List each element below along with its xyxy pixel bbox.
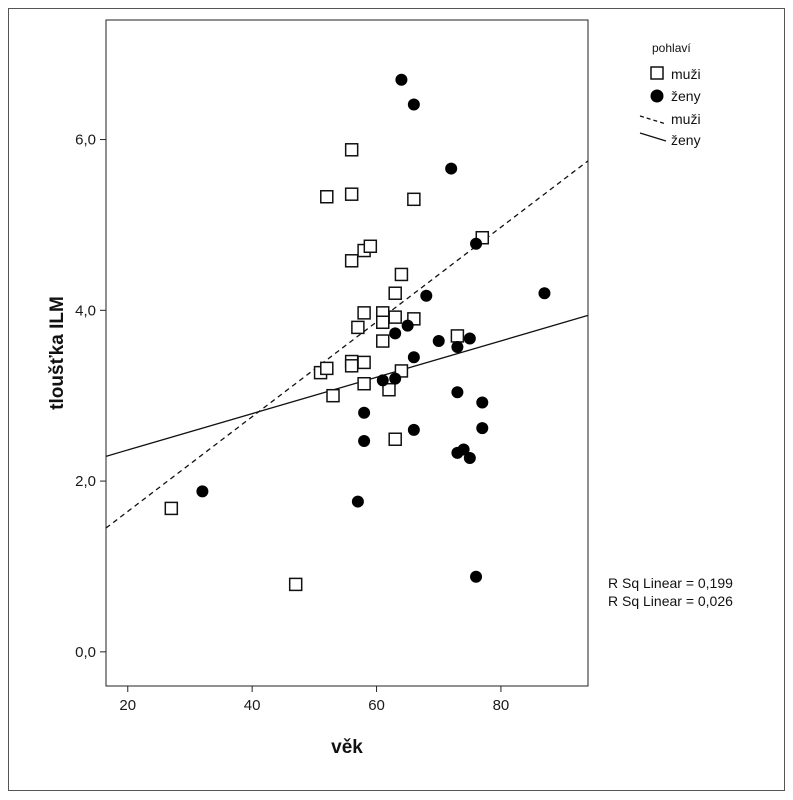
plot-area bbox=[105, 19, 589, 687]
point-zeny bbox=[358, 406, 371, 419]
legend-title: pohlaví bbox=[652, 41, 691, 55]
point-muzi bbox=[344, 143, 359, 157]
point-muzi bbox=[388, 310, 402, 324]
point-zeny bbox=[451, 386, 464, 399]
point-muzi bbox=[376, 315, 390, 330]
x-axis: 20 40 60 80 bbox=[119, 686, 509, 714]
point-zeny bbox=[470, 570, 483, 583]
y-axis-title: tloušťka ILM bbox=[47, 296, 68, 410]
point-zeny bbox=[196, 485, 209, 498]
x-tick-label: 20 bbox=[119, 697, 136, 714]
r-squared-annotation-1: R Sq Linear = 0,199 bbox=[608, 575, 733, 591]
point-zeny bbox=[463, 452, 476, 465]
point-muzi bbox=[320, 361, 334, 376]
legend-circle-marker bbox=[650, 89, 664, 103]
legend-label-muzi-points: muži bbox=[671, 66, 701, 82]
point-muzi bbox=[388, 432, 402, 446]
point-zeny bbox=[445, 162, 458, 175]
point-muzi bbox=[164, 501, 179, 516]
point-zeny bbox=[538, 287, 551, 300]
data-points bbox=[164, 73, 551, 592]
legend-square-marker bbox=[650, 66, 664, 80]
y-tick-label: 4,0 bbox=[75, 302, 96, 319]
fit-lines bbox=[105, 160, 589, 529]
point-muzi bbox=[394, 267, 409, 282]
x-tick-label: 60 bbox=[368, 697, 385, 714]
chart-frame bbox=[8, 8, 785, 791]
point-muzi bbox=[326, 388, 340, 403]
point-zeny bbox=[395, 73, 408, 86]
point-zeny bbox=[457, 443, 470, 456]
point-zeny bbox=[476, 422, 489, 435]
point-muzi bbox=[288, 577, 303, 592]
point-muzi bbox=[351, 320, 365, 335]
point-zeny bbox=[389, 372, 402, 385]
point-zeny bbox=[407, 98, 420, 111]
fit-line-muzi bbox=[105, 160, 589, 529]
point-zeny bbox=[407, 351, 420, 364]
y-tick-label: 2,0 bbox=[75, 473, 96, 490]
point-zeny bbox=[432, 335, 445, 348]
point-zeny bbox=[470, 237, 483, 250]
point-zeny bbox=[463, 332, 476, 345]
point-muzi bbox=[357, 306, 371, 320]
point-muzi bbox=[382, 382, 396, 397]
x-tick-label: 40 bbox=[244, 697, 261, 714]
point-zeny bbox=[358, 434, 371, 447]
point-muzi bbox=[344, 254, 359, 268]
legend-label-zeny-line: ženy bbox=[671, 132, 701, 148]
point-muzi bbox=[388, 286, 402, 300]
point-zeny bbox=[476, 396, 489, 409]
point-zeny bbox=[401, 319, 414, 332]
legend-dashed-line bbox=[639, 115, 667, 125]
legend: pohlaví muži ženy muži ženy bbox=[639, 41, 701, 148]
point-muzi bbox=[357, 376, 371, 391]
point-zeny bbox=[420, 289, 433, 302]
point-zeny bbox=[376, 374, 389, 387]
y-axis: 0,0 2,0 4,0 6,0 bbox=[75, 132, 106, 661]
point-muzi bbox=[363, 239, 378, 254]
legend-solid-line bbox=[639, 132, 667, 142]
point-zeny bbox=[351, 495, 364, 508]
point-muzi bbox=[344, 187, 359, 201]
legend-label-muzi-line: muži bbox=[671, 111, 701, 127]
fit-line-zeny bbox=[105, 314, 589, 457]
x-axis-title: věk bbox=[331, 737, 363, 758]
r-squared-annotation-2: R Sq Linear = 0,026 bbox=[608, 593, 733, 609]
point-muzi bbox=[344, 359, 359, 373]
point-muzi bbox=[320, 189, 334, 204]
y-tick-label: 0,0 bbox=[75, 644, 96, 661]
point-muzi bbox=[357, 355, 371, 370]
point-muzi bbox=[450, 329, 465, 343]
y-tick-label: 6,0 bbox=[75, 132, 96, 149]
point-muzi bbox=[376, 334, 390, 348]
point-zeny bbox=[389, 327, 402, 340]
point-zeny bbox=[407, 423, 420, 436]
legend-label-zeny-points: ženy bbox=[671, 88, 701, 104]
point-zeny bbox=[451, 341, 464, 354]
point-muzi bbox=[407, 192, 421, 207]
x-tick-label: 80 bbox=[493, 697, 510, 714]
